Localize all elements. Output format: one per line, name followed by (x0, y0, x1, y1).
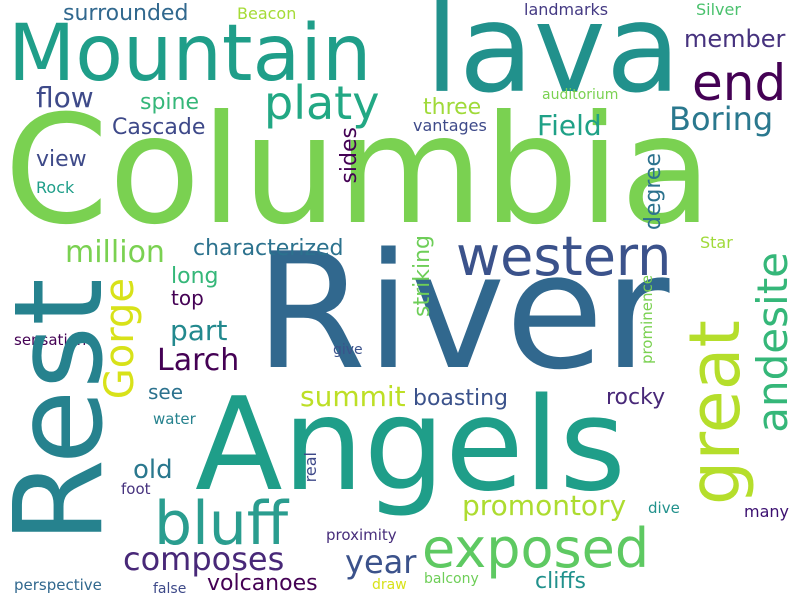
word-perspective: perspective (14, 576, 102, 594)
word-mountain: Mountain (8, 9, 372, 99)
word-promontory: promontory (462, 489, 627, 522)
word-andesite: andesite (748, 252, 797, 433)
word-great: great (674, 320, 756, 506)
word-three: three (423, 95, 482, 120)
word-water: water (153, 410, 196, 428)
word-striking: striking (410, 235, 435, 318)
word-summit: summit (300, 380, 406, 413)
word-angels: Angels (195, 371, 626, 520)
word-larch: Larch (157, 343, 240, 378)
word-top: top (171, 286, 204, 310)
word-false: false (153, 581, 187, 597)
word-composes: composes (123, 540, 285, 578)
word-foot: foot (121, 480, 151, 498)
word-old: old (133, 455, 173, 485)
word-characterized: characterized (193, 236, 344, 261)
word-sensation: sensation (14, 331, 87, 349)
word-landmarks: landmarks (524, 0, 609, 19)
word-field: Field (537, 109, 602, 142)
word-bluff: bluff (154, 489, 289, 559)
word-auditorium: auditorium (542, 87, 619, 103)
word-western: western (456, 225, 672, 288)
word-cliffs: cliffs (535, 569, 586, 594)
word-give: give (333, 342, 363, 358)
word-member: member (684, 25, 786, 53)
word-real: real (301, 452, 320, 483)
word-balcony: balcony (424, 571, 479, 587)
word-exposed: exposed (422, 517, 650, 580)
word-flow: flow (36, 81, 94, 114)
word-prominence: prominence (638, 275, 656, 365)
word-part: part (170, 314, 228, 347)
word-platy: platy (264, 76, 380, 130)
word-beacon: Beacon (237, 4, 297, 23)
word-cascade: Cascade (112, 115, 206, 140)
word-spine: spine (140, 90, 200, 115)
word-rock: Rock (36, 178, 75, 197)
word-degree: degree (641, 153, 666, 231)
word-year: year (345, 543, 417, 581)
word-view: view (36, 147, 87, 172)
word-volcanoes: volcanoes (207, 571, 318, 596)
word-columbia: Columbia (4, 84, 713, 258)
word-million: million (65, 235, 165, 270)
word-star: Star (700, 233, 733, 252)
word-sides: sides (337, 127, 362, 184)
word-long: long (171, 264, 219, 289)
word-vantages: vantages (413, 116, 487, 135)
word-rocky: rocky (606, 385, 666, 410)
word-draw: draw (372, 577, 407, 593)
word-see: see (148, 380, 184, 404)
word-boasting: boasting (413, 386, 509, 411)
word-proximity: proximity (326, 526, 397, 544)
word-river: River (255, 218, 670, 405)
word-lava: lava (425, 0, 681, 120)
word-silver: Silver (696, 0, 741, 19)
word-end: end (692, 54, 787, 112)
word-boring: Boring (669, 100, 774, 138)
word-gorge: Gorge (97, 278, 143, 400)
word-surrounded: surrounded (63, 1, 189, 26)
word-many: many (744, 502, 789, 521)
word-dive: dive (648, 499, 680, 517)
